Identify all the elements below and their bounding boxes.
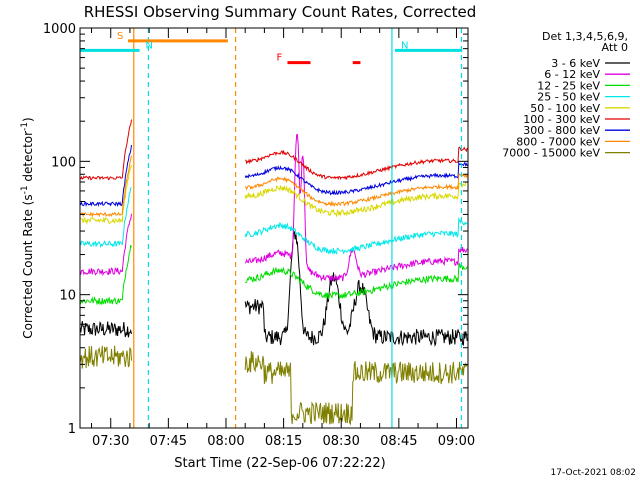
x-tick-label: 07:45 xyxy=(150,434,187,449)
y-axis-label-part-2: detector xyxy=(21,131,35,186)
flag-label: N xyxy=(146,40,153,51)
legend-label: 50 - 100 keV xyxy=(530,102,600,115)
series-line xyxy=(244,351,468,426)
series-line xyxy=(79,145,132,208)
series-line xyxy=(244,134,468,282)
y-axis-label-part-3: ) xyxy=(21,117,35,122)
y-tick-label: 1 xyxy=(68,422,76,437)
legend-label: 100 - 300 keV xyxy=(523,113,600,126)
series-line xyxy=(79,321,132,338)
footer-date: 17-Oct-2021 08:02 xyxy=(551,468,636,478)
series-line xyxy=(79,155,132,218)
y-axis-label-sup-1: -1 xyxy=(20,185,30,194)
series-line xyxy=(79,345,132,369)
x-tick-label: 08:30 xyxy=(322,434,359,449)
plot-frame xyxy=(79,27,469,429)
legend-label: 7000 - 15000 keV xyxy=(502,147,600,160)
legend-header-line-1: Det 1,3,4,5,6,9, xyxy=(542,30,628,43)
legend-label: 3 - 6 keV xyxy=(551,57,600,70)
series-line xyxy=(244,181,468,218)
y-axis-label: Corrected Count Rate (s-1 detector-1) xyxy=(20,117,35,338)
x-tick-label: 08:45 xyxy=(380,434,417,449)
x-tick-label: 08:00 xyxy=(207,434,244,449)
legend-label: 6 - 12 keV xyxy=(544,68,600,81)
y-tick-label: 1000 xyxy=(43,22,76,37)
x-tick-label: 09:00 xyxy=(438,434,475,449)
legend-header-line-2: Att 0 xyxy=(602,41,628,54)
series-line xyxy=(244,231,468,347)
y-axis-label-sup-2: -1 xyxy=(20,122,30,131)
series-line xyxy=(244,161,468,196)
x-tick-label: 08:15 xyxy=(265,434,302,449)
flag-label: S xyxy=(117,31,123,42)
x-tick-label: 07:30 xyxy=(92,434,129,449)
series-line xyxy=(79,187,132,248)
plot-area: S N N F xyxy=(79,28,468,428)
chart-title: RHESSI Observing Summary Count Rates, Co… xyxy=(84,3,477,21)
flag-label: N xyxy=(401,40,408,51)
legend-label: 25 - 50 keV xyxy=(537,91,600,104)
series-line xyxy=(79,119,132,181)
series-line xyxy=(79,245,132,306)
x-axis-label: Start Time (22-Sep-06 07:22:22) xyxy=(174,456,385,471)
y-tick-label: 100 xyxy=(51,155,76,170)
x-axis: 07:30 07:45 08:00 08:15 08:30 08:45 09:00 xyxy=(91,28,475,449)
series-line xyxy=(79,213,132,277)
y-tick-label: 10 xyxy=(59,289,76,304)
legend-label: 300 - 800 keV xyxy=(523,124,600,137)
series-line xyxy=(244,262,468,300)
legend-label: 800 - 7000 keV xyxy=(516,135,600,148)
flag-label: F xyxy=(276,53,282,64)
series-line xyxy=(244,146,468,181)
series-line xyxy=(244,173,468,208)
legend-label: 12 - 25 keV xyxy=(537,79,600,92)
series-line xyxy=(79,164,132,225)
y-axis: 1 10 100 1000 xyxy=(43,22,468,437)
series-line xyxy=(244,216,468,256)
y-axis-label-part-1: Corrected Count Rate (s xyxy=(21,194,35,338)
